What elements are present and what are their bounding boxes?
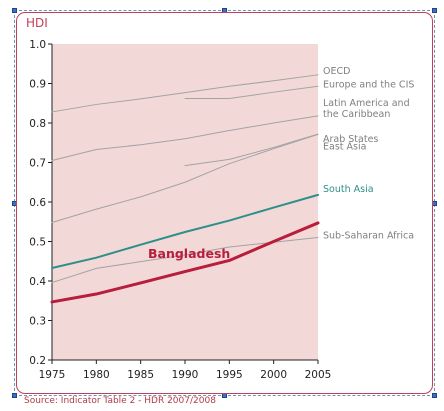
y-tick-label: 0.2 [29, 355, 46, 367]
y-tick-label: 1.0 [29, 39, 46, 51]
x-tick-label: 1990 [172, 369, 199, 381]
y-tick-label: 0.6 [29, 197, 46, 209]
y-tick-label: 0.4 [29, 276, 46, 288]
axes: 0.2 0.3 0.4 0.5 0.6 0.7 0.8 0.9 1.0 1975 1980 1985 1… [29, 39, 331, 381]
series-label-east-asia: East Asia [323, 141, 366, 152]
y-axis-label: HDI [26, 16, 48, 30]
series-labels: OECD Europe and the CIS Latin America and t… [148, 66, 414, 261]
series-line-europe-and-the-cis [184, 85, 319, 100]
series-line-oecd [51, 74, 319, 113]
y-tick-label: 0.8 [29, 118, 46, 130]
resize-handle-bottom-right[interactable] [432, 393, 437, 398]
series-line-south-asia [51, 193, 319, 269]
x-tick-label: 2000 [260, 369, 287, 381]
resize-handle-bottom-left[interactable] [12, 393, 17, 398]
x-tick-label: 1995 [216, 369, 243, 381]
resize-handle-top-right[interactable] [432, 8, 437, 13]
series-label-europe-and-the-cis: Europe and the CIS [323, 79, 414, 90]
series-label-arab-states: Arab States [323, 134, 378, 145]
series-label-latin-america-and-the-caribbean: Latin America and the Caribbean [323, 98, 410, 120]
x-tick-label: 1980 [83, 369, 110, 381]
series-label-oecd: OECD [323, 66, 350, 77]
series-line-latin-america-and-the-caribbean [51, 115, 319, 162]
plot-area [52, 44, 318, 360]
y-tick-label: 0.3 [29, 316, 46, 328]
source-note: Source: Indicator Table 2 - HDR 2007/200… [24, 396, 216, 406]
resize-handle-top-left[interactable] [12, 8, 17, 13]
hdi-line-chart: 0.2 0.3 0.4 0.5 0.6 0.7 0.8 0.9 1.0 1975 1980 1985 1… [26, 16, 414, 381]
x-tick-label: 1975 [39, 369, 66, 381]
y-tick-label: 0.5 [29, 237, 46, 249]
x-tick-label: 2005 [305, 369, 332, 381]
series-label-sub-saharan-africa: Sub-Saharan Africa [323, 231, 414, 242]
y-tick-label: 0.9 [29, 79, 46, 91]
series-line-arab-states [184, 133, 319, 167]
y-tick-label: 0.7 [29, 158, 46, 170]
series-lines [50, 74, 320, 304]
series-label-south-asia: South Asia [323, 184, 374, 195]
selection-frame[interactable] [12, 8, 437, 398]
x-tick-label: 1985 [127, 369, 154, 381]
series-line-bangladesh [50, 221, 320, 304]
series-line-east-asia [51, 133, 319, 224]
series-label-bangladesh: Bangladesh [148, 246, 230, 261]
